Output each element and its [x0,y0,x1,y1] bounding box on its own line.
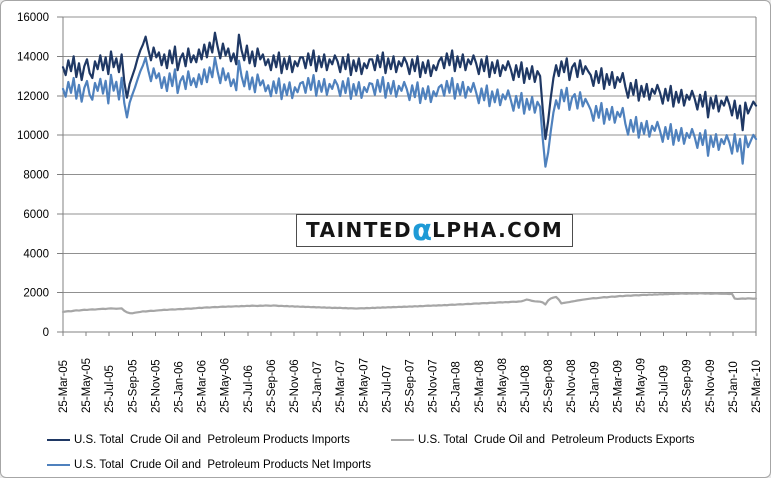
y-tick-label: 6000 [23,209,49,221]
legend-marker-net-imports [47,463,70,467]
x-tick-label: 25-Jul-05 [104,365,116,413]
x-tick-label: 25-Mar-09 [612,360,624,413]
x-tick-label: 25-Jan-08 [451,361,463,413]
y-tick-label: 12000 [17,91,49,103]
legend-label-exports: U.S. Total Crude Oil and Petroleum Produ… [418,434,695,446]
x-tick-label: 25-Mar-06 [197,360,209,413]
watermark: TAINTEDαLPHA.COM [296,213,574,247]
x-tick-label: 25-May-06 [220,358,232,413]
x-tick-label: 25-Jan-06 [174,361,186,413]
x-tick-label: 25-Sep-09 [682,359,694,413]
legend-item-exports: U.S. Total Crude Oil and Petroleum Produ… [391,428,695,452]
chart-legend: U.S. Total Crude Oil and Petroleum Produ… [47,428,695,477]
series-line-exports [61,292,758,315]
x-tick-label: 25-May-07 [358,358,370,413]
y-tick-label: 4000 [23,248,49,260]
y-tick-label: 8000 [23,170,49,182]
series-line-imports [61,31,758,141]
y-tick-label: 14000 [17,51,49,63]
x-tick-label: 25-Nov-08 [566,359,578,413]
y-tick-label: 0 [43,327,49,339]
x-tick-label: 25-Jan-07 [312,361,324,413]
x-tick-label: 25-Mar-10 [751,360,763,413]
x-tick-label: 25-Nov-07 [428,359,440,413]
watermark-prefix: TAINTED [306,218,413,242]
x-tick-label: 25-Sep-08 [543,359,555,413]
legend-marker-imports [47,438,70,442]
y-tick-label: 10000 [17,130,49,142]
x-tick-label: 25-May-09 [636,358,648,413]
x-tick-label: 25-Jan-09 [589,361,601,413]
x-tick-label: 25-Jul-07 [381,365,393,413]
x-tick-label: 25-Mar-08 [474,360,486,413]
x-tick-label: 25-Jul-08 [520,365,532,413]
legend-item-net-imports: U.S. Total Crude Oil and Petroleum Produ… [47,453,391,477]
legend-marker-exports [391,438,414,442]
x-tick-label: 25-Jan-10 [728,361,740,413]
x-tick-label: 25-Sep-06 [266,359,278,413]
legend-label-imports: U.S. Total Crude Oil and Petroleum Produ… [74,434,350,446]
x-tick-label: 25-May-08 [497,358,509,413]
watermark-alpha-glyph: α [412,213,433,247]
legend-label-net-imports: U.S. Total Crude Oil and Petroleum Produ… [74,459,371,471]
watermark-suffix: LPHA.COM [432,218,564,242]
y-tick-label: 2000 [23,288,49,300]
x-tick-label: 25-Jul-09 [659,365,671,413]
legend-item-imports: U.S. Total Crude Oil and Petroleum Produ… [47,428,391,452]
x-tick-label: 25-Nov-06 [289,359,301,413]
x-tick-label: 25-Mar-05 [58,360,70,413]
y-tick-label: 16000 [17,12,49,24]
x-tick-label: 25-Mar-07 [335,360,347,413]
x-tick-label: 25-Nov-05 [150,359,162,413]
x-tick-label: 25-Sep-05 [127,359,139,413]
x-tick-label: 25-May-05 [81,358,93,413]
x-tick-label: 25-Sep-07 [405,359,417,413]
series-line-net-imports [61,56,758,168]
x-tick-label: 25-Nov-09 [705,359,717,413]
x-tick-label: 25-Jul-06 [243,365,255,413]
